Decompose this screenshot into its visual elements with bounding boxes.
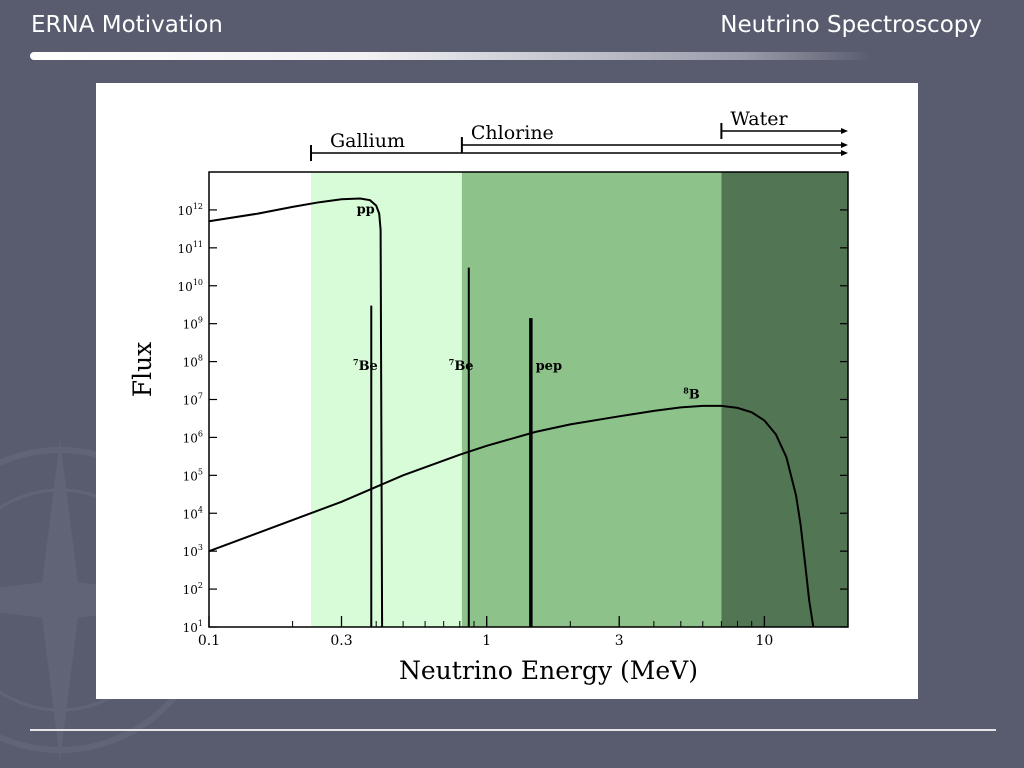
y-tick-label: 1011 bbox=[178, 240, 203, 256]
y-tick-label: 106 bbox=[183, 429, 203, 445]
y-tick-label: 1010 bbox=[178, 278, 203, 294]
x-tick-label: 1 bbox=[482, 633, 491, 649]
threshold-water: Water bbox=[720, 108, 848, 139]
annotation-label: 8B bbox=[683, 386, 700, 403]
footer-rule bbox=[30, 729, 996, 731]
y-axis-title: Flux bbox=[128, 342, 157, 398]
x-tick-label: 0.1 bbox=[198, 633, 220, 649]
y-tick-label: 105 bbox=[183, 467, 203, 483]
y-tick-label: 108 bbox=[183, 354, 203, 370]
annotation-label: 7Be bbox=[449, 357, 474, 374]
band-water bbox=[721, 172, 848, 627]
band-gallium bbox=[311, 172, 462, 627]
y-tick-label: 109 bbox=[183, 316, 203, 332]
series-pp bbox=[208, 197, 384, 628]
y-tick-label: 101 bbox=[183, 619, 203, 635]
threshold-label: Chlorine bbox=[471, 122, 554, 144]
threshold-label: Gallium bbox=[330, 130, 405, 152]
chart-panel: Gallium Chlorine Water 101 102 103 104 105 106 10… bbox=[96, 83, 918, 699]
threshold-label: Water bbox=[730, 108, 788, 130]
y-tick-label: 107 bbox=[183, 392, 203, 408]
y-tick-label: 1012 bbox=[178, 202, 203, 218]
threshold-gallium: Gallium bbox=[310, 130, 848, 161]
y-tick-label: 103 bbox=[183, 543, 203, 559]
x-tick-label: 3 bbox=[615, 633, 624, 649]
y-tick-label: 104 bbox=[183, 505, 203, 521]
series-8B bbox=[208, 404, 815, 628]
annotation-label: pep bbox=[536, 359, 562, 374]
x-tick-label: 10 bbox=[755, 633, 773, 649]
threshold-arrowhead bbox=[841, 142, 848, 148]
title-underline bbox=[30, 52, 870, 60]
y-tick-label: 102 bbox=[183, 581, 203, 597]
threshold-arrowhead bbox=[841, 150, 848, 156]
band-chlorine bbox=[461, 172, 722, 627]
x-tick-label: 0.3 bbox=[330, 633, 352, 649]
neutrino-spectrum-chart: Gallium ChlorineWater10110210310410510610… bbox=[128, 108, 849, 685]
annotation-label: 7Be bbox=[353, 357, 378, 374]
slide-subtitle: Neutrino Spectroscopy bbox=[720, 12, 982, 38]
x-axis-title: Neutrino Energy (MeV) bbox=[399, 656, 698, 685]
threshold-chlorine: Chlorine bbox=[460, 122, 848, 153]
slide-title: ERNA Motivation bbox=[31, 12, 223, 38]
annotation-label: pp bbox=[357, 203, 375, 218]
threshold-arrowhead bbox=[841, 128, 848, 134]
